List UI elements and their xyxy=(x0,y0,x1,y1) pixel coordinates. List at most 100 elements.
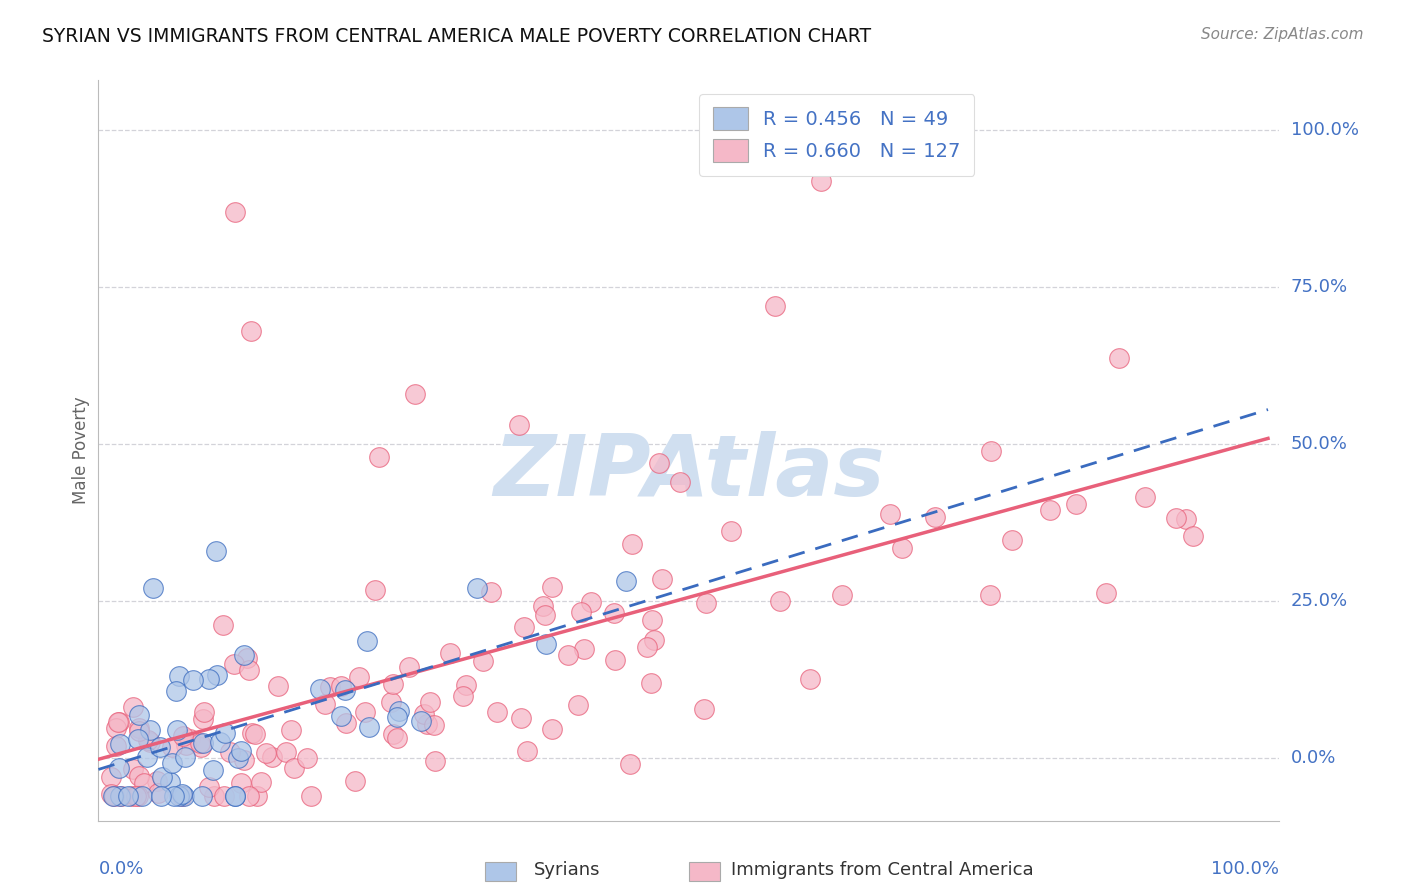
Immigrants from Central America xyxy=(242,725,264,739)
Y-axis label: Male Poverty: Male Poverty xyxy=(72,397,90,504)
Syrians xyxy=(224,789,246,803)
Syrians xyxy=(150,789,173,803)
Syrians xyxy=(165,683,187,698)
Syrians xyxy=(166,723,188,737)
Syrians xyxy=(205,668,228,682)
Immigrants from Central America xyxy=(364,583,387,598)
Immigrants from Central America xyxy=(567,698,589,713)
Immigrants from Central America xyxy=(107,714,129,729)
Text: 0.0%: 0.0% xyxy=(1291,749,1336,767)
Syrians xyxy=(160,756,183,771)
Immigrants from Central America xyxy=(188,735,211,749)
Immigrants from Central America xyxy=(508,418,530,433)
Immigrants from Central America xyxy=(343,774,366,789)
Immigrants from Central America xyxy=(513,620,536,634)
Immigrants from Central America xyxy=(138,734,160,748)
Text: 100.0%: 100.0% xyxy=(1291,121,1358,139)
Syrians xyxy=(224,789,246,803)
Syrians xyxy=(465,581,488,595)
Immigrants from Central America xyxy=(276,745,298,759)
Immigrants from Central America xyxy=(204,789,226,803)
Immigrants from Central America xyxy=(1135,490,1157,504)
Immigrants from Central America xyxy=(122,700,145,714)
Immigrants from Central America xyxy=(799,673,821,687)
Immigrants from Central America xyxy=(249,775,271,789)
Immigrants from Central America xyxy=(128,722,150,736)
Immigrants from Central America xyxy=(347,670,370,684)
Immigrants from Central America xyxy=(605,653,627,667)
Text: 0.0%: 0.0% xyxy=(98,860,143,878)
Syrians xyxy=(204,544,226,558)
Syrians xyxy=(181,673,204,687)
Text: Syrians: Syrians xyxy=(534,861,600,879)
Syrians xyxy=(108,761,131,775)
Immigrants from Central America xyxy=(214,789,236,803)
Immigrants from Central America xyxy=(531,599,554,613)
Immigrants from Central America xyxy=(425,754,447,768)
Immigrants from Central America xyxy=(240,324,263,338)
Immigrants from Central America xyxy=(191,712,214,726)
Immigrants from Central America xyxy=(651,572,673,586)
Syrians xyxy=(229,744,252,758)
Immigrants from Central America xyxy=(422,718,444,732)
Immigrants from Central America xyxy=(636,640,658,654)
Immigrants from Central America xyxy=(381,727,404,741)
Immigrants from Central America xyxy=(1094,586,1116,600)
Immigrants from Central America xyxy=(329,679,352,693)
Immigrants from Central America xyxy=(121,762,143,776)
Syrians xyxy=(309,682,332,697)
Immigrants from Central America xyxy=(353,706,375,720)
Syrians xyxy=(329,709,352,723)
Immigrants from Central America xyxy=(763,299,786,313)
Immigrants from Central America xyxy=(160,740,183,755)
Immigrants from Central America xyxy=(212,618,235,632)
Immigrants from Central America xyxy=(238,789,260,803)
Text: SYRIAN VS IMMIGRANTS FROM CENTRAL AMERICA MALE POVERTY CORRELATION CHART: SYRIAN VS IMMIGRANTS FROM CENTRAL AMERIC… xyxy=(42,27,872,45)
Syrians xyxy=(174,750,197,764)
Immigrants from Central America xyxy=(619,756,641,771)
Syrians xyxy=(357,720,380,734)
Immigrants from Central America xyxy=(104,722,127,736)
Syrians xyxy=(387,704,409,718)
Syrians xyxy=(163,789,186,803)
Immigrants from Central America xyxy=(581,595,603,609)
Immigrants from Central America xyxy=(179,732,201,747)
Immigrants from Central America xyxy=(572,641,595,656)
Immigrants from Central America xyxy=(387,731,409,745)
Syrians xyxy=(128,707,150,722)
Immigrants from Central America xyxy=(218,745,240,759)
Syrians xyxy=(193,736,215,750)
Immigrants from Central America xyxy=(380,694,402,708)
Immigrants from Central America xyxy=(1174,512,1197,526)
Immigrants from Central America xyxy=(472,655,495,669)
Immigrants from Central America xyxy=(103,789,125,803)
Syrians xyxy=(167,789,190,803)
Immigrants from Central America xyxy=(229,776,252,790)
Immigrants from Central America xyxy=(266,679,288,693)
Immigrants from Central America xyxy=(314,697,336,711)
Syrians xyxy=(202,763,225,777)
Immigrants from Central America xyxy=(146,774,169,789)
Immigrants from Central America xyxy=(260,750,283,764)
Syrians xyxy=(385,710,408,724)
Syrians xyxy=(138,723,160,737)
Immigrants from Central America xyxy=(245,727,267,741)
Immigrants from Central America xyxy=(138,732,160,747)
Immigrants from Central America xyxy=(121,789,143,803)
Immigrants from Central America xyxy=(831,588,853,602)
Syrians xyxy=(110,789,132,803)
Immigrants from Central America xyxy=(641,613,664,627)
Text: 50.0%: 50.0% xyxy=(1291,435,1347,453)
Immigrants from Central America xyxy=(451,689,474,703)
Syrians xyxy=(614,574,637,588)
Immigrants from Central America xyxy=(603,606,626,620)
Syrians xyxy=(170,787,193,801)
Immigrants from Central America xyxy=(224,205,246,219)
Immigrants from Central America xyxy=(254,746,277,760)
Syrians xyxy=(108,737,131,751)
Immigrants from Central America xyxy=(105,739,128,753)
Immigrants from Central America xyxy=(100,787,122,801)
Immigrants from Central America xyxy=(132,776,155,790)
Immigrants from Central America xyxy=(127,789,149,803)
Immigrants from Central America xyxy=(1001,533,1024,548)
